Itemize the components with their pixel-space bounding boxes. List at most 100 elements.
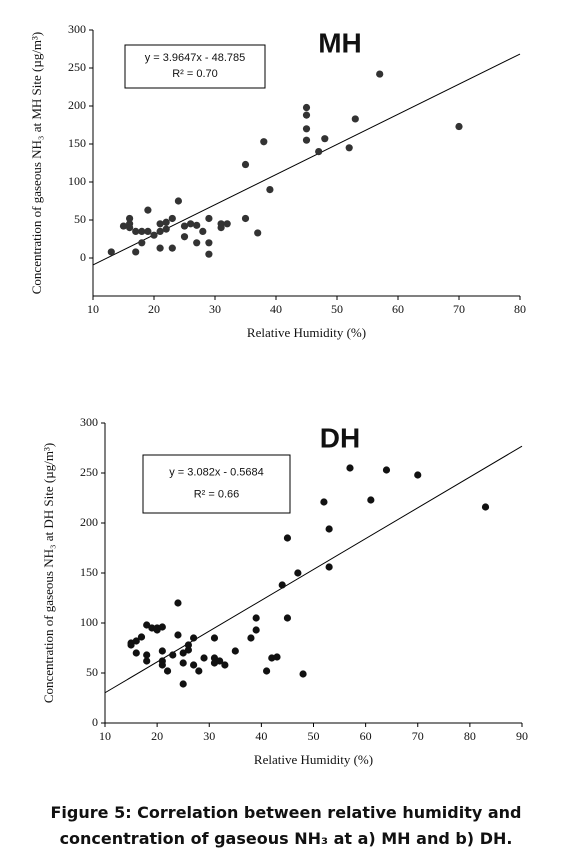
point xyxy=(262,667,271,675)
point xyxy=(143,621,151,629)
point xyxy=(217,224,225,232)
x-tick-label: 10 xyxy=(99,729,111,743)
chart-title: MH xyxy=(318,27,362,58)
point xyxy=(158,647,166,655)
caption: Figure 5: Correlation between relative h… xyxy=(50,803,522,848)
point xyxy=(367,496,375,504)
point xyxy=(180,222,189,230)
equation: y = 3.9647x - 48.785 xyxy=(145,52,246,64)
point xyxy=(138,239,146,247)
point xyxy=(247,634,255,642)
point xyxy=(216,657,224,665)
point xyxy=(187,220,195,228)
point xyxy=(137,633,146,641)
point xyxy=(162,218,170,226)
point xyxy=(195,667,203,675)
point xyxy=(231,647,239,655)
x-tick-label: 90 xyxy=(516,729,528,743)
y-tick-label: 250 xyxy=(80,465,98,479)
point xyxy=(132,248,140,256)
point xyxy=(174,197,182,205)
chart-title: DH xyxy=(320,422,360,453)
point xyxy=(252,626,260,634)
point xyxy=(158,661,166,669)
equation-box xyxy=(142,454,291,514)
y-tick-label: 50 xyxy=(74,212,86,226)
x-tick-label: 50 xyxy=(308,729,320,743)
point xyxy=(169,651,177,659)
point xyxy=(119,222,128,230)
x-axis-label: Relative Humidity (%) xyxy=(247,325,366,340)
point xyxy=(193,239,201,247)
equation-box xyxy=(124,44,266,89)
point xyxy=(174,599,182,607)
point xyxy=(126,224,134,232)
y-tick-label: 0 xyxy=(92,715,98,729)
trend-line xyxy=(104,445,523,694)
point xyxy=(107,248,115,256)
x-tick-label: 20 xyxy=(151,729,163,743)
point xyxy=(346,464,354,472)
x-tick-label: 50 xyxy=(331,302,343,316)
point xyxy=(156,220,164,228)
point xyxy=(221,661,229,669)
point xyxy=(127,641,135,649)
point xyxy=(382,466,391,474)
point xyxy=(190,661,198,669)
point xyxy=(325,525,333,533)
point xyxy=(184,646,192,654)
point xyxy=(302,103,311,112)
y-tick-label: 300 xyxy=(68,22,86,36)
point xyxy=(254,229,262,237)
point xyxy=(156,244,164,252)
y-tick-label: 100 xyxy=(80,615,98,629)
point xyxy=(223,220,231,228)
point xyxy=(174,631,182,639)
x-tick-label: 60 xyxy=(360,729,372,743)
x-tick-label: 60 xyxy=(392,302,404,316)
y-tick-label: 200 xyxy=(80,515,98,529)
point xyxy=(321,135,329,143)
point xyxy=(302,136,311,144)
point xyxy=(252,614,260,622)
point xyxy=(199,227,207,235)
point xyxy=(168,244,176,252)
point xyxy=(325,563,333,571)
y-tick-label: 150 xyxy=(80,565,98,579)
y-tick-label: 0 xyxy=(80,250,86,264)
y-tick-label: 50 xyxy=(86,665,98,679)
x-tick-label: 30 xyxy=(203,729,215,743)
point xyxy=(414,471,422,479)
y-axis-label: Concentration of gaseous NH₃ at MH Site … xyxy=(29,32,44,295)
point xyxy=(179,659,187,667)
point xyxy=(320,498,328,506)
x-axis-label: Relative Humidity (%) xyxy=(254,752,373,767)
equation: y = 3.082x - 0.5684 xyxy=(169,466,263,478)
point xyxy=(266,186,274,194)
point xyxy=(150,231,158,239)
y-tick-label: 200 xyxy=(68,98,86,112)
point xyxy=(302,111,311,119)
point xyxy=(179,649,187,657)
r-squared: R² = 0.70 xyxy=(172,68,218,80)
x-tick-label: 70 xyxy=(412,729,424,743)
point xyxy=(294,569,302,577)
x-tick-label: 40 xyxy=(270,302,282,316)
point xyxy=(132,649,140,657)
point xyxy=(241,160,250,169)
x-tick-label: 40 xyxy=(255,729,267,743)
point xyxy=(302,125,311,133)
x-tick-label: 20 xyxy=(148,302,160,316)
point xyxy=(455,122,463,131)
point xyxy=(132,227,140,235)
point xyxy=(163,667,172,675)
point xyxy=(158,623,166,631)
x-tick-label: 10 xyxy=(87,302,99,316)
point xyxy=(143,651,151,659)
point xyxy=(315,148,323,156)
point xyxy=(210,654,219,662)
point xyxy=(143,657,151,665)
point xyxy=(283,614,292,622)
